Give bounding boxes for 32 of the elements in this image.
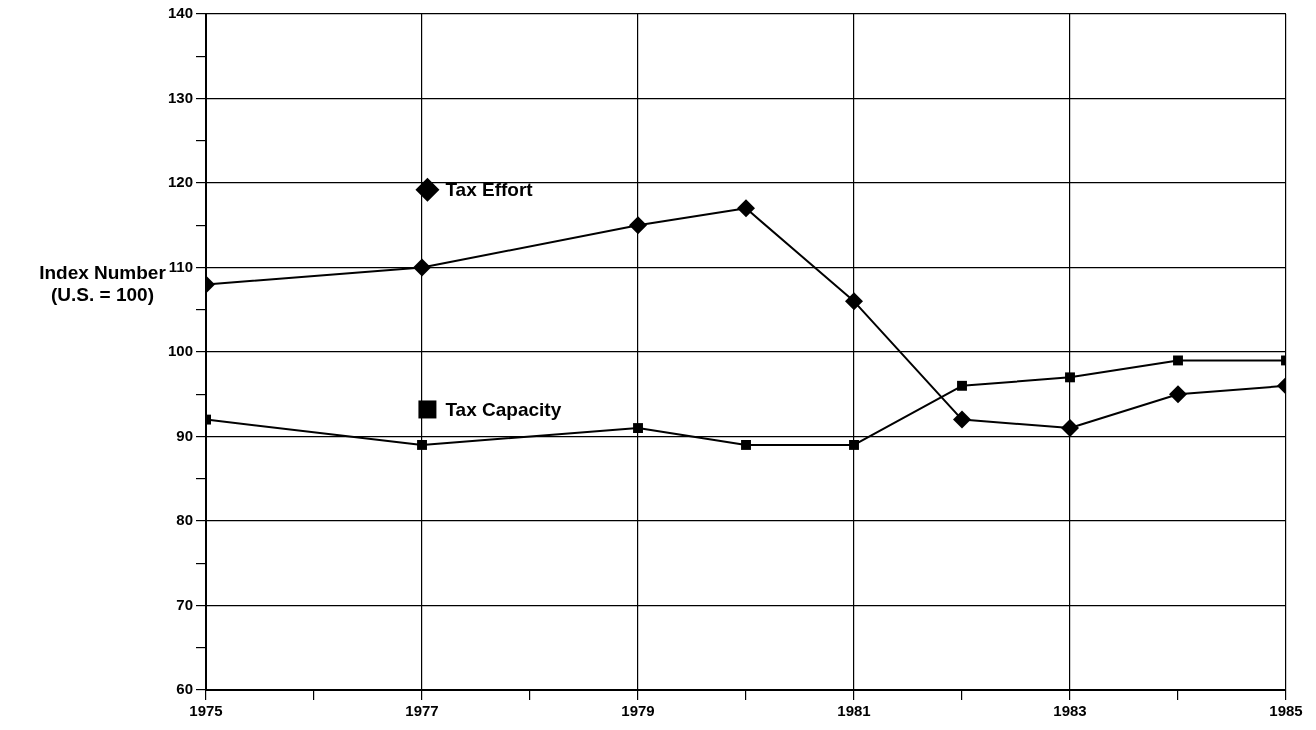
x-tick-label: 1979 [621, 702, 655, 720]
point [1169, 385, 1187, 404]
y-axis-title: Index Number (U.S. = 100) [39, 262, 166, 305]
point [629, 216, 648, 235]
point [1173, 355, 1183, 366]
x-tick-label: 1983 [1053, 702, 1087, 720]
legend-label: Tax Effort [445, 178, 534, 200]
y-tick-label: 90 [176, 426, 194, 444]
x-tick-label: 1981 [837, 702, 871, 720]
y-tick-label: 140 [168, 4, 194, 22]
point [953, 410, 972, 429]
point [957, 380, 967, 391]
y-tick-label: 110 [168, 257, 194, 275]
legend-label: Tax Capacity [445, 398, 562, 420]
point [741, 440, 751, 450]
point [417, 440, 427, 450]
point [849, 440, 859, 450]
point [413, 258, 432, 277]
x-tick-label: 1975 [189, 702, 223, 720]
y-tick-label: 130 [168, 88, 194, 106]
x-tick-label: 1985 [1269, 702, 1303, 720]
point [1061, 419, 1080, 438]
y-tick-label: 70 [176, 595, 194, 613]
y-tick-label: 60 [176, 680, 194, 698]
point [633, 423, 643, 433]
y-tick-label: 100 [168, 342, 194, 360]
y-tick-label: 80 [176, 511, 194, 529]
point [737, 199, 756, 218]
y-tick-label: 120 [168, 173, 194, 191]
point [1065, 372, 1075, 383]
point [845, 292, 864, 311]
x-tick-label: 1977 [405, 702, 439, 720]
